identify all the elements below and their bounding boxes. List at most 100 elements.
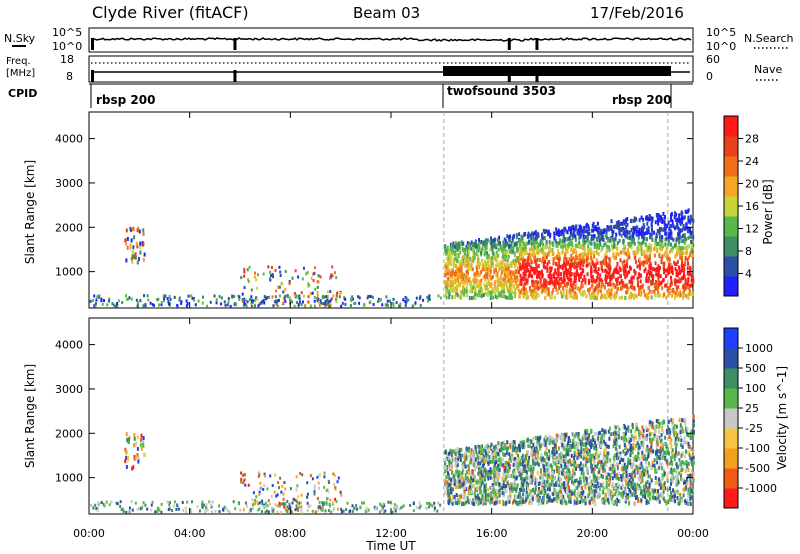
scatter-cell [92,298,95,302]
scatter-cell [128,506,131,510]
scatter-cell [323,471,326,475]
scatter-cell [124,459,127,464]
scatter-cell [671,469,674,474]
scatter-cell [463,280,466,285]
scatter-cell [535,280,538,285]
scatter-cell [626,216,629,221]
scatter-cell [649,216,652,221]
scatter-cell [489,471,492,476]
scatter-cell [554,270,557,275]
scatter-cell [483,274,486,279]
scatter-cell [686,490,689,495]
scatter-cell [525,498,528,503]
scatter-cell [529,288,532,293]
scatter-cell [581,238,584,243]
scatter-cell [579,264,582,269]
scatter-cell [656,467,659,472]
scatter-cell [648,254,651,259]
scatter-cell [446,280,449,285]
scatter-cell [392,297,395,301]
scatter-cell [371,295,374,299]
scatter-cell [456,446,459,451]
scatter-cell [282,501,285,505]
scatter-cell [480,250,483,255]
scatter-cell [502,288,505,293]
scatter-cell [469,282,472,287]
scatter-cell [653,247,656,252]
scatter-cell [490,448,493,453]
scatter-cell [588,287,591,292]
scatter-cell [173,500,176,504]
scatter-cell [313,484,316,488]
scatter-cell [429,503,432,507]
scatter-cell [663,215,666,220]
scatter-cell [683,233,686,238]
scatter-cell [470,480,473,485]
scatter-cell [650,222,653,227]
scatter-cell [515,269,518,274]
scatter-cell [575,294,578,299]
scatter-cell [563,260,566,265]
scatter-cell [516,258,519,263]
scatter-cell [505,267,508,272]
scatter-cell [663,481,666,486]
scatter-cell [542,246,545,251]
scatter-cell [658,456,661,461]
scatter-cell [659,421,662,426]
cpid-segment-3: rbsp 200 [612,93,671,107]
scatter-cell [666,223,669,228]
scatter-cell [136,435,139,440]
scatter-cell [95,298,98,302]
scatter-cell [135,298,138,302]
scatter-cell [583,243,586,248]
scatter-cell [687,215,690,220]
scatter-cell [596,260,599,265]
freq-label-line1: Freq. [6,56,31,67]
scatter-cell [250,304,253,308]
scatter-cell [604,273,607,278]
scatter-cell [486,271,489,276]
scatter-cell [615,277,618,282]
scatter-cell [603,230,606,235]
scatter-cell [498,267,501,272]
scatter-cell [271,483,274,487]
scatter-cell [288,502,291,506]
scatter-cell [269,270,272,274]
scatter-cell [579,493,582,498]
scatter-cell [685,440,688,445]
scatter-cell [654,466,657,471]
scatter-cell [298,300,301,304]
scatter-cell [543,435,546,440]
scatter-cell [603,242,606,247]
scatter-cell [690,217,693,222]
scatter-cell [537,270,540,275]
scatter-cell [298,294,301,298]
scatter-cell [604,498,607,503]
scatter-cell [489,239,492,244]
scatter-cell [242,508,245,512]
scatter-cell [660,433,663,438]
scatter-cell [600,433,603,438]
scatter-cell [626,481,629,486]
scatter-cell [599,273,602,278]
scatter-cell [463,455,466,460]
scatter-cell [152,303,155,307]
scatter-cell [502,493,505,498]
scatter-cell [572,284,575,289]
scatter-cell [687,261,690,266]
scatter-cell [512,271,515,276]
scatter-cell [467,265,470,270]
scatter-cell [516,247,519,252]
scatter-cell [690,239,693,244]
scatter-cell [150,503,153,507]
scatter-cell [674,499,677,504]
scatter-cell [463,249,466,254]
scatter-cell [136,507,139,511]
scatter-cell [583,274,586,279]
scatter-cell [132,465,135,470]
scatter-cell [662,476,665,481]
scatter-cell [564,236,567,241]
scatter-cell [590,241,593,246]
scatter-cell [625,285,628,290]
scatter-cell [665,442,668,447]
